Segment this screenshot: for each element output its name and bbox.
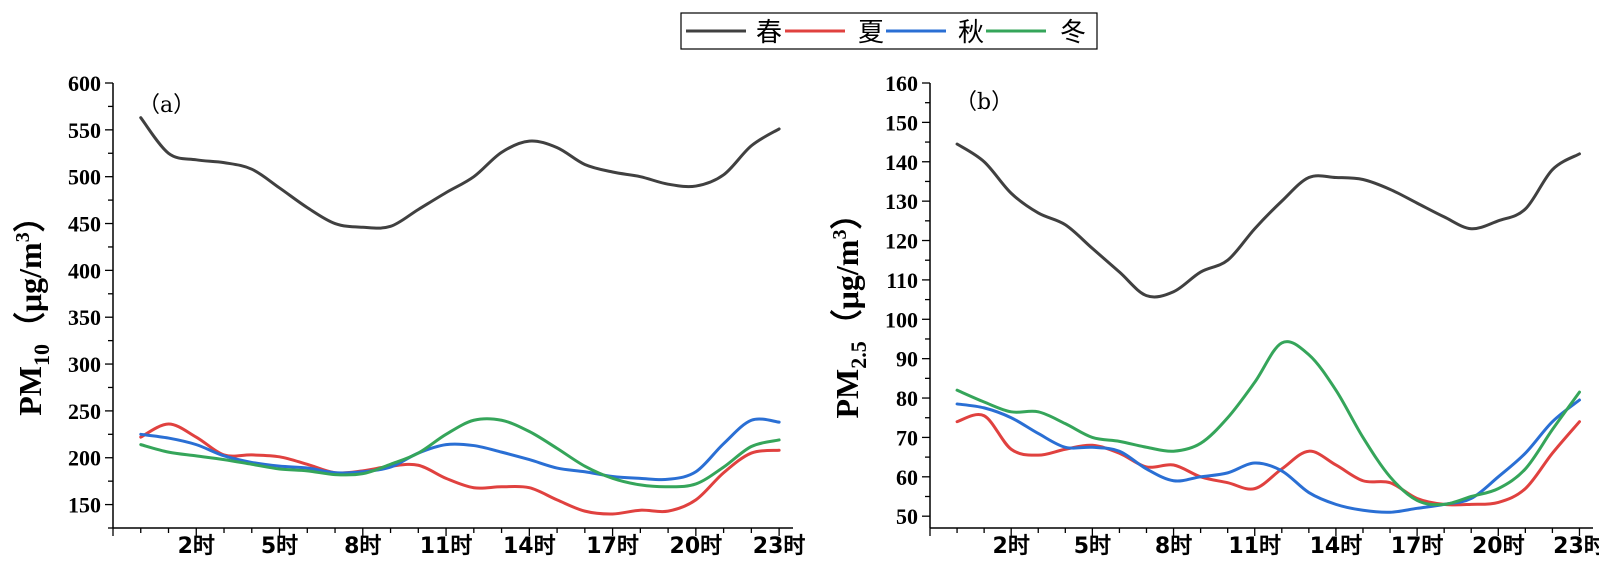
panel-a-xtick-label: 11时 xyxy=(420,534,473,559)
panel-b-ytick-label: 60 xyxy=(896,465,918,490)
panel-b-axes: 50 60 70 80 90 100 110 120 130 140 150 160 2时 5时 8时 11时… xyxy=(885,71,1599,559)
panel-a-ylabel-sup: 3 xyxy=(12,232,34,242)
panel-b-ylabel-unit: （μg/m xyxy=(829,239,865,341)
legend-label-spring: 春 xyxy=(756,18,782,48)
panel-b-ytick-label: 120 xyxy=(885,229,918,254)
panel-a-ytick-label: 500 xyxy=(68,165,101,190)
panel-b-xtick-label: 17时 xyxy=(1391,534,1444,559)
panel-b-ytick-label: 130 xyxy=(885,189,918,214)
panel-b-series-spring xyxy=(955,142,1581,299)
panel-a-ytick-label: 300 xyxy=(68,352,101,377)
panel-a-xtick-label: 8时 xyxy=(344,534,381,559)
panel-b-xtick-label: 5时 xyxy=(1074,534,1111,559)
panel-b-xtick-label: 2时 xyxy=(993,534,1030,559)
panel-a-xtick-label: 14时 xyxy=(503,534,556,559)
panel-a-ylabel-unit: （μg/m xyxy=(12,242,48,344)
panel-a-series xyxy=(139,116,781,516)
panel-a-ylabel: PM10（μg/m3） xyxy=(12,200,54,415)
panel-b-ytick-label: 100 xyxy=(885,307,918,332)
panel-a-ytick-label: 200 xyxy=(68,446,101,471)
panel-b-ytick-label: 80 xyxy=(896,386,918,411)
panel-b-ytick-label: 90 xyxy=(896,347,918,372)
panel-a-ytick-label: 550 xyxy=(68,118,101,143)
panel-b-series-winter xyxy=(955,340,1581,507)
legend-label-summer: 夏 xyxy=(858,18,884,48)
panel-b-series-summer xyxy=(955,413,1581,507)
panel-a: 150 200 250 300 350 400 450 500 550 600 2时 5时 8时 11时 1… xyxy=(12,71,805,559)
panel-a-ytick-label: 150 xyxy=(68,493,101,518)
panel-a-ylabel-sub: 10 xyxy=(29,344,54,366)
panel-b-series xyxy=(955,142,1581,514)
legend-label-autumn: 秋 xyxy=(958,18,984,48)
panel-a-xtick-label: 17时 xyxy=(586,534,639,559)
panel-a-series-spring xyxy=(139,116,781,230)
panel-a-ytick-label: 250 xyxy=(68,399,101,424)
panel-a-series-winter xyxy=(139,417,781,489)
panel-b-label: （b） xyxy=(955,90,1013,115)
panel-b-xtick-label: 23时 xyxy=(1553,534,1599,559)
panel-a-series-summer xyxy=(139,422,781,516)
panel-b-ytick-label: 70 xyxy=(896,425,918,450)
panel-b: 50 60 70 80 90 100 110 120 130 140 150 160 2时 5时 8时 11时… xyxy=(829,71,1599,559)
panel-b-ytick-label: 150 xyxy=(885,110,918,135)
panel-b-ylabel-sup: 3 xyxy=(829,230,851,240)
panel-a-label: （a） xyxy=(138,93,195,118)
panel-a-xtick-label: 5时 xyxy=(261,534,298,559)
panel-a-ytick-label: 350 xyxy=(68,305,101,330)
panel-b-ytick-label: 110 xyxy=(886,268,918,293)
panel-b-xtick-label: 8时 xyxy=(1155,534,1192,559)
legend: 春 夏 秋 冬 xyxy=(680,12,1098,50)
panel-b-xtick-label: 11时 xyxy=(1228,534,1281,559)
panel-b-ylabel-main: PM xyxy=(829,369,865,419)
panel-a-ytick-label: 450 xyxy=(68,212,101,237)
panel-a-ytick-label: 400 xyxy=(68,258,101,283)
panel-b-ytick-label: 50 xyxy=(896,504,918,529)
panel-a-ytick-label: 600 xyxy=(68,71,101,96)
legend-label-winter: 冬 xyxy=(1060,18,1086,48)
panel-b-ylabel-close: ） xyxy=(829,198,865,230)
panel-a-ylabel-main: PM xyxy=(12,366,48,416)
panel-b-ylabel: PM2.5（μg/m3） xyxy=(829,198,871,419)
panel-b-ytick-label: 160 xyxy=(885,71,918,96)
panel-a-xtick-label: 23时 xyxy=(753,534,806,559)
panel-b-xtick-label: 20时 xyxy=(1472,534,1525,559)
panel-a-ylabel-close: ） xyxy=(12,200,48,232)
panel-a-xtick-label: 2时 xyxy=(178,534,215,559)
panel-b-ytick-label: 140 xyxy=(885,150,918,175)
panel-b-xtick-label: 14时 xyxy=(1310,534,1363,559)
panel-a-series-autumn xyxy=(139,417,781,482)
panel-a-xtick-label: 20时 xyxy=(670,534,723,559)
panel-a-axes: 150 200 250 300 350 400 450 500 550 600 2时 5时 8时 11时 1… xyxy=(68,71,805,559)
panel-b-ylabel-sub: 2.5 xyxy=(846,341,871,369)
